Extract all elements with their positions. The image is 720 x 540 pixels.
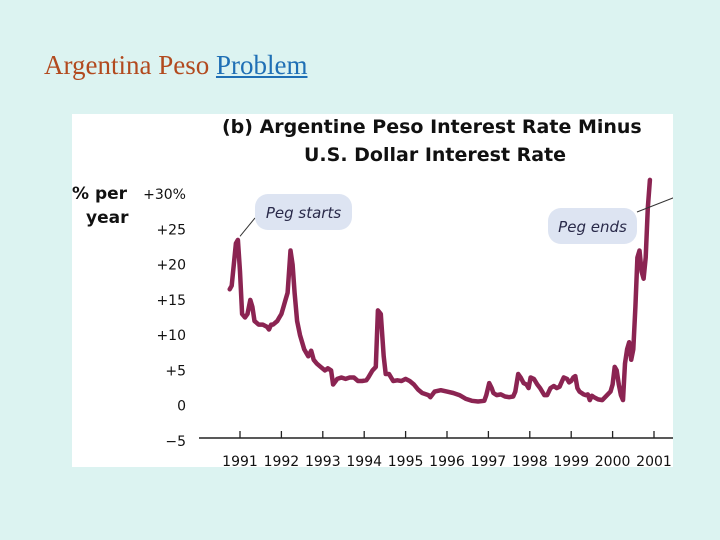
series-line (227, 177, 653, 404)
callout-leader (239, 217, 256, 237)
x-tick-label: 1997 (471, 454, 507, 467)
x-tick-label: 1995 (388, 454, 424, 467)
y-tick-label: +25 (156, 222, 186, 238)
callout-label: Peg ends (558, 218, 627, 236)
chart-title-line1: (b) Argentine Peso Interest Rate Minus (222, 116, 642, 138)
chart-title-line2: U.S. Dollar Interest Rate (304, 144, 566, 166)
x-tick-label: 1993 (305, 454, 341, 467)
x-tick-label: 1999 (553, 454, 589, 467)
x-tick-label: 1992 (264, 454, 300, 467)
callout-bubble (255, 194, 352, 230)
x-tick-label: 1991 (222, 454, 258, 467)
x-tick-label: 1996 (429, 454, 465, 467)
y-axis-label-line1: % per (72, 184, 128, 204)
y-axis-label-line2: year (86, 208, 129, 228)
x-tick-label: 1994 (346, 454, 382, 467)
x-tick-label: 2001 (636, 454, 672, 467)
callout-bubble (548, 208, 637, 244)
y-tick-label: +20 (156, 258, 186, 274)
slide-title: Argentina Peso Problem (44, 50, 307, 81)
y-tick-label: +30% (143, 187, 186, 203)
y-tick-label: 0 (177, 399, 186, 415)
callout-label: Peg starts (266, 204, 342, 222)
slide-title-link[interactable]: Problem (215, 50, 308, 80)
callout-leader (636, 197, 673, 213)
x-tick-label: 2000 (595, 454, 631, 467)
interest-rate-chart: (b) Argentine Peso Interest Rate Minus U… (72, 116, 673, 467)
y-tick-label: −5 (165, 434, 186, 450)
y-tick-label: +5 (165, 363, 186, 379)
chart-panel: (b) Argentine Peso Interest Rate Minus U… (72, 114, 673, 467)
y-tick-label: +10 (156, 328, 186, 344)
x-tick-label: 1998 (512, 454, 548, 467)
y-tick-label: +15 (156, 293, 186, 309)
slide-title-text: Argentina Peso (44, 50, 216, 80)
